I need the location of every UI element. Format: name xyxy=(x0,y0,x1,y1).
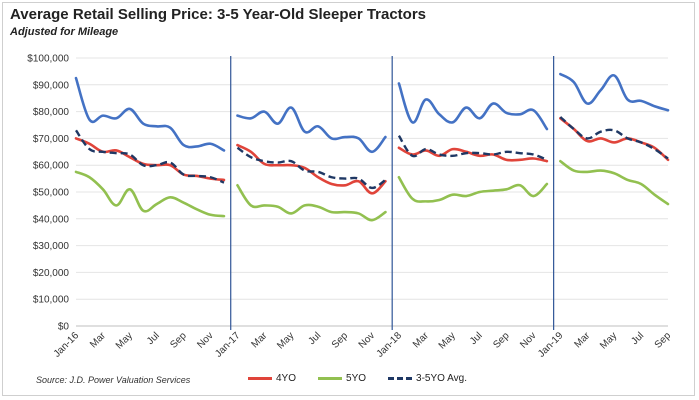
series-line-4yo xyxy=(559,117,670,162)
y-tick-label: $40,000 xyxy=(33,214,70,225)
x-tick-label: Jul xyxy=(468,330,485,347)
series-line-3yo xyxy=(397,82,549,131)
legend-label-5yo: 5YO xyxy=(346,373,367,384)
x-tick-label: Jul xyxy=(145,330,162,347)
legend-label-avg: 3-5YO Avg. xyxy=(416,373,467,384)
y-tick-label: $70,000 xyxy=(33,134,70,145)
x-tick-label: Jan-17 xyxy=(213,330,243,360)
x-tick-label: Nov xyxy=(518,330,538,350)
y-tick-label: $10,000 xyxy=(33,295,70,306)
legend-swatch-4yo xyxy=(248,377,272,380)
chart-frame xyxy=(2,2,695,396)
series-line-5yo xyxy=(236,184,387,222)
y-tick-label: $90,000 xyxy=(33,80,70,91)
legend-swatch-5yo xyxy=(318,377,343,380)
legend: 4YO 5YO 3-5YO Avg. xyxy=(248,373,467,384)
chart-subtitle: Adjusted for Mileage xyxy=(10,26,119,38)
year-dividers xyxy=(230,56,555,330)
series-line-5yo xyxy=(559,159,670,206)
y-tick-label: $0 xyxy=(58,322,70,333)
series-lines xyxy=(74,72,670,222)
legend-swatch-avg xyxy=(388,377,413,380)
series-line-3-5yo-avg xyxy=(75,129,225,184)
x-tick-label: Sep xyxy=(653,330,674,351)
x-tick-label: Mar xyxy=(411,330,431,350)
series-line-3yo xyxy=(236,106,387,154)
x-tick-label: Jan-16 xyxy=(52,330,82,360)
series-line-4yo xyxy=(236,143,387,195)
x-tick-label: Nov xyxy=(357,330,377,350)
legend-item-avg: 3-5YO Avg. xyxy=(388,373,467,384)
x-tick-label: Sep xyxy=(168,330,189,351)
series-line-5yo xyxy=(397,175,549,203)
x-tick-label: May xyxy=(598,330,619,351)
series-line-3-5yo-avg xyxy=(236,146,387,190)
x-tick-label: May xyxy=(437,330,458,351)
x-tick-label: Jan-19 xyxy=(536,330,566,360)
series-line-3yo xyxy=(74,76,226,152)
x-tick-label: Sep xyxy=(330,330,351,351)
x-tick-label: Mar xyxy=(572,330,592,350)
x-tick-label: May xyxy=(275,330,296,351)
x-tick-label: May xyxy=(114,330,135,351)
y-tick-label: $50,000 xyxy=(33,188,70,199)
series-line-3-5yo-avg xyxy=(397,135,548,161)
x-tick-label: Jul xyxy=(629,330,646,347)
x-tick-label: Jul xyxy=(306,330,323,347)
x-tick-label: Jan-18 xyxy=(375,330,405,360)
chart-title: Average Retail Selling Price: 3-5 Year-O… xyxy=(10,6,427,23)
series-line-3yo xyxy=(559,72,670,112)
y-axis-ticks: $0 $10,000 $20,000 $30,000 $40,000 $50,000 $60… xyxy=(27,54,69,333)
y-tick-label: $60,000 xyxy=(33,161,70,172)
y-tick-label: $80,000 xyxy=(33,107,70,118)
y-tick-label: $20,000 xyxy=(33,268,70,279)
series-line-3-5yo-avg xyxy=(559,116,669,160)
gridlines xyxy=(76,57,668,327)
x-tick-label: Mar xyxy=(250,330,270,350)
series-line-4yo xyxy=(397,146,549,163)
source-note: Source: J.D. Power Valuation Services xyxy=(36,375,191,385)
legend-item-5yo: 5YO xyxy=(318,373,366,384)
series-line-5yo xyxy=(74,170,226,218)
x-tick-label: Sep xyxy=(491,330,512,351)
x-tick-label: Mar xyxy=(88,330,108,350)
legend-label-4yo: 4YO xyxy=(276,373,297,384)
x-tick-label: Nov xyxy=(195,330,215,350)
legend-item-4yo: 4YO xyxy=(248,373,296,384)
y-tick-label: $30,000 xyxy=(33,241,70,252)
y-tick-label: $100,000 xyxy=(27,54,69,65)
